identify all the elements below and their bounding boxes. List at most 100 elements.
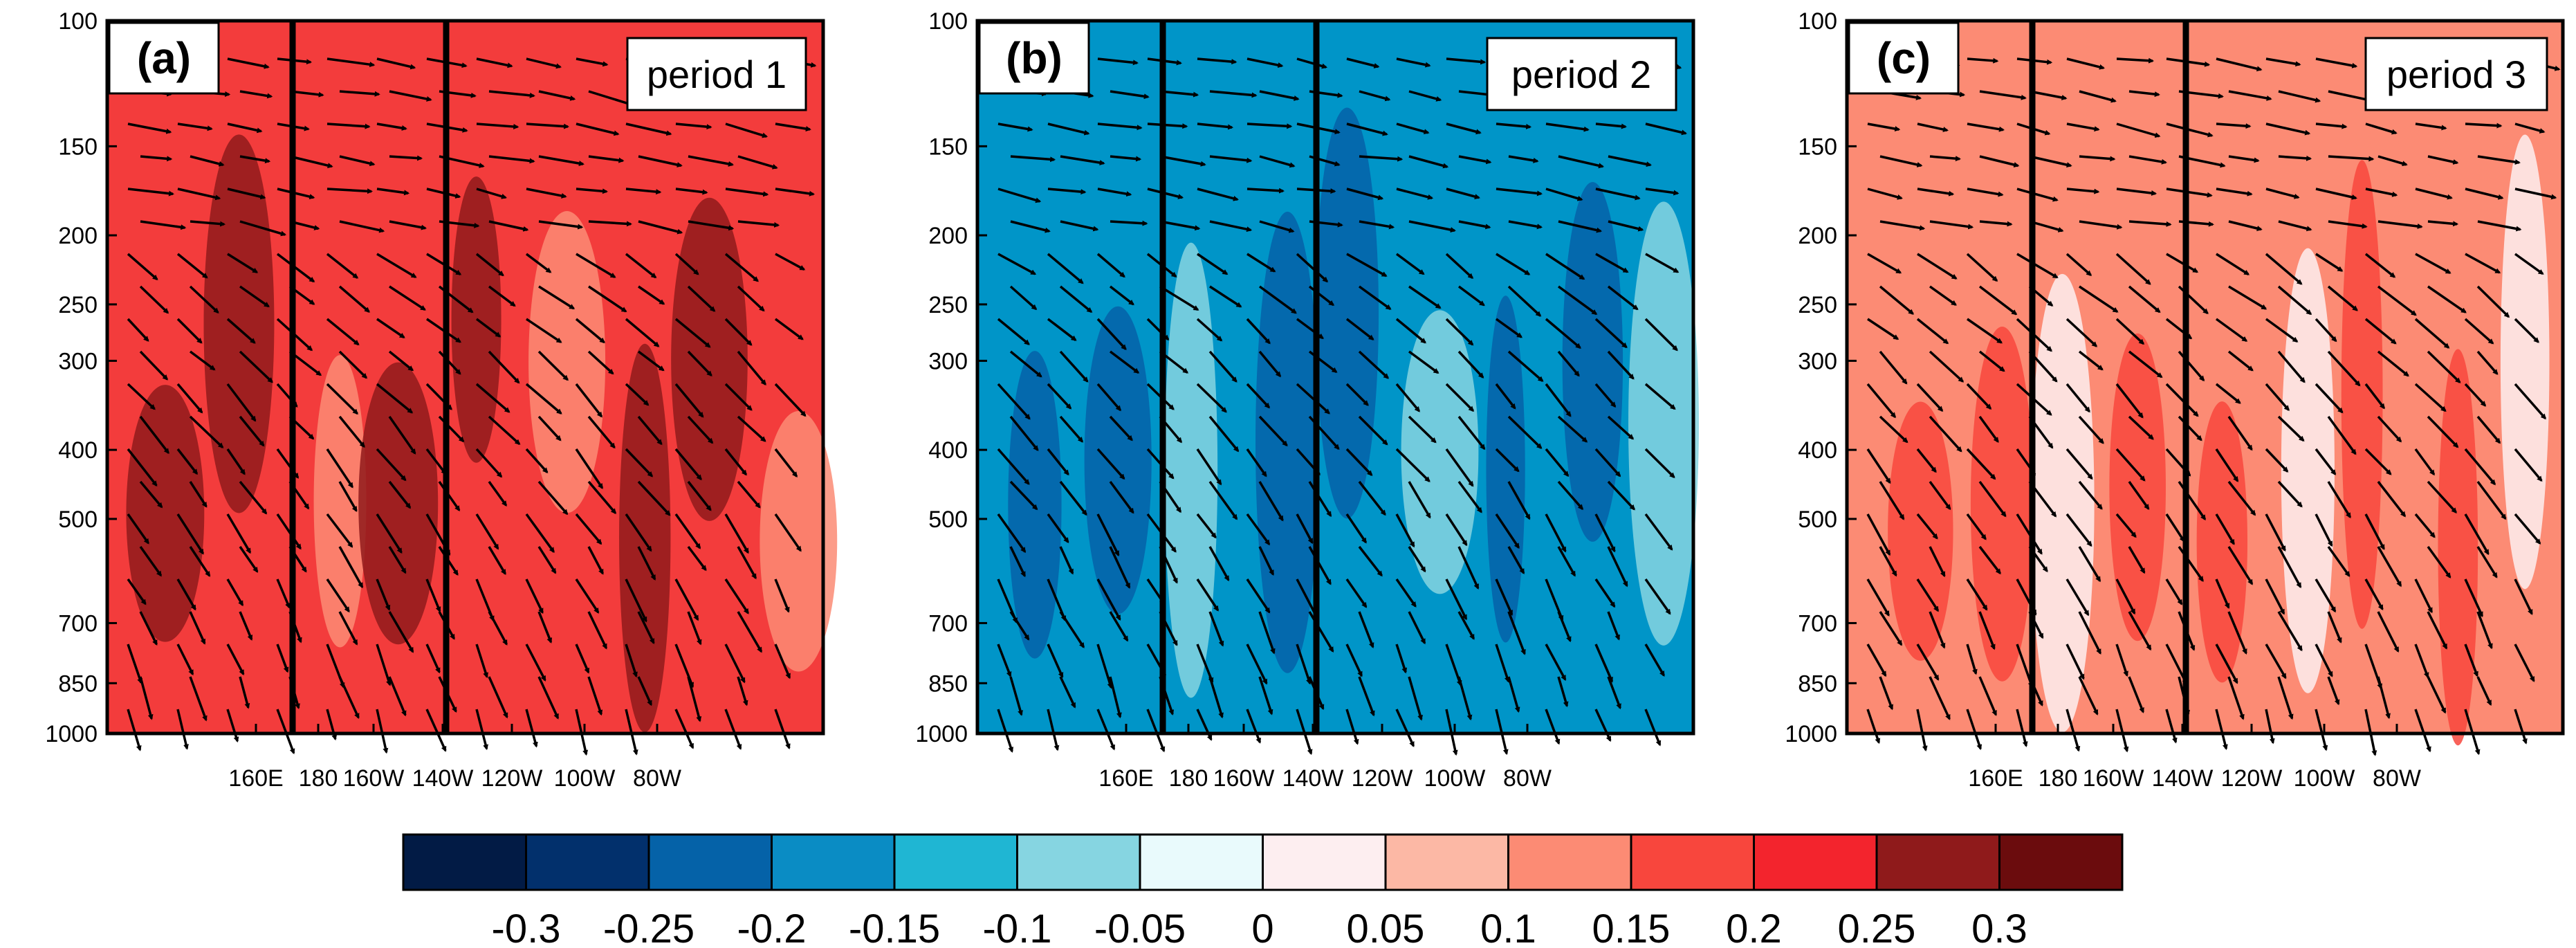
- wind-vector: [737, 155, 778, 170]
- wind-vector: [687, 480, 712, 511]
- wind-vector: [488, 611, 508, 646]
- wind-vector: [1358, 480, 1386, 516]
- wind-vector: [2277, 546, 2302, 589]
- wind-vector: [1358, 350, 1390, 379]
- contour-patch: [1401, 310, 1479, 594]
- wind-vector: [1507, 481, 1531, 520]
- wind-vector: [1966, 578, 1988, 611]
- wind-vector: [1495, 448, 1520, 473]
- wind-vector: [1096, 318, 1127, 350]
- wind-vector: [2315, 122, 2348, 129]
- wind-vector: [488, 415, 521, 445]
- x-tick-label: 160W: [1213, 765, 1275, 792]
- x-tick-label: 160W: [2083, 765, 2144, 792]
- wind-vector: [1209, 90, 1258, 98]
- wind-vector: [1246, 644, 1268, 685]
- wind-vector: [1445, 513, 1468, 547]
- wind-vector: [1359, 90, 1391, 102]
- wind-vector: [190, 155, 225, 167]
- wind-vector: [688, 155, 735, 167]
- wind-vector: [139, 350, 169, 381]
- wind-vector: [488, 350, 520, 384]
- wind-vector: [176, 318, 203, 344]
- contour-patch: [1562, 182, 1623, 542]
- wind-vector: [276, 513, 302, 550]
- wind-vector: [1358, 415, 1388, 446]
- wind-vector: [588, 285, 627, 313]
- wind-vector: [376, 644, 392, 686]
- wind-vector: [1346, 188, 1384, 201]
- wind-vector: [1557, 611, 1572, 643]
- wind-vector: [1507, 546, 1525, 575]
- wind-vector: [2265, 57, 2301, 67]
- wind-vector: [587, 611, 608, 650]
- contour-patch: [1315, 107, 1379, 519]
- wind-vector: [1879, 611, 1903, 646]
- wind-vector: [1457, 546, 1480, 590]
- wind-vector: [576, 122, 620, 136]
- wind-vector: [2315, 513, 2333, 547]
- wind-vector: [388, 416, 416, 455]
- y-tick-label: 500: [58, 507, 98, 533]
- wind-vector: [2414, 513, 2436, 538]
- wind-vector: [388, 611, 414, 653]
- wind-vector: [1408, 155, 1449, 169]
- wind-vector: [2427, 155, 2459, 165]
- wind-vector: [1879, 220, 1926, 231]
- wind-vector: [1545, 318, 1581, 349]
- wind-vector: [2066, 57, 2106, 70]
- wind-vector: [1644, 578, 1671, 615]
- x-tick-label: 140W: [412, 765, 474, 792]
- wind-vector: [526, 57, 562, 69]
- wind-vector: [1457, 611, 1475, 640]
- wind-vector: [2414, 383, 2447, 412]
- wind-vector: [1916, 383, 1944, 412]
- y-tick-label: 150: [928, 134, 968, 160]
- wind-vector: [587, 546, 604, 575]
- wind-vector: [338, 611, 358, 646]
- wind-vector: [1097, 122, 1143, 131]
- wind-vector: [2377, 415, 2402, 443]
- wind-vector: [525, 644, 546, 682]
- wind-vector: [638, 155, 683, 168]
- y-tick-label: 400: [1798, 437, 1837, 464]
- x-tick-label: 160E: [1968, 765, 2023, 792]
- wind-vector: [1645, 188, 1680, 196]
- wind-vector: [1059, 611, 1085, 648]
- y-tick-label: 500: [1798, 507, 1837, 533]
- wind-vector: [1916, 513, 1938, 540]
- wind-vector: [338, 350, 368, 379]
- wind-vector: [1009, 350, 1042, 378]
- wind-vector: [1644, 383, 1676, 410]
- wind-vector: [737, 546, 757, 580]
- wind-vector: [1246, 188, 1285, 194]
- panel-c-title: period 3: [2386, 53, 2526, 96]
- wind-vector: [737, 611, 763, 653]
- wind-vector: [2128, 480, 2150, 510]
- wind-vector: [1047, 644, 1064, 678]
- wind-vector: [688, 220, 735, 231]
- wind-vector: [737, 480, 761, 509]
- wind-vector: [1296, 709, 1313, 756]
- wind-vector: [724, 448, 748, 476]
- wind-vector: [687, 350, 712, 377]
- wind-vector: [289, 155, 333, 169]
- wind-vector: [1594, 578, 1616, 608]
- wind-vector: [2476, 415, 2501, 444]
- wind-vector: [2464, 578, 2484, 618]
- wind-vector: [1110, 220, 1148, 226]
- wind-vector: [997, 644, 1012, 677]
- wind-vector: [488, 676, 508, 719]
- wind-vector: [1445, 383, 1475, 412]
- wind-vector: [227, 188, 266, 200]
- y-tick-label: 850: [58, 671, 98, 697]
- wind-vector: [2128, 220, 2172, 227]
- wind-vector: [326, 57, 376, 68]
- wind-vector: [687, 676, 702, 722]
- wind-vector: [2265, 253, 2303, 285]
- wind-vector: [1259, 155, 1296, 168]
- wind-vector: [1196, 448, 1222, 486]
- wind-vector: [1966, 253, 1998, 282]
- wind-vector: [2215, 513, 2235, 545]
